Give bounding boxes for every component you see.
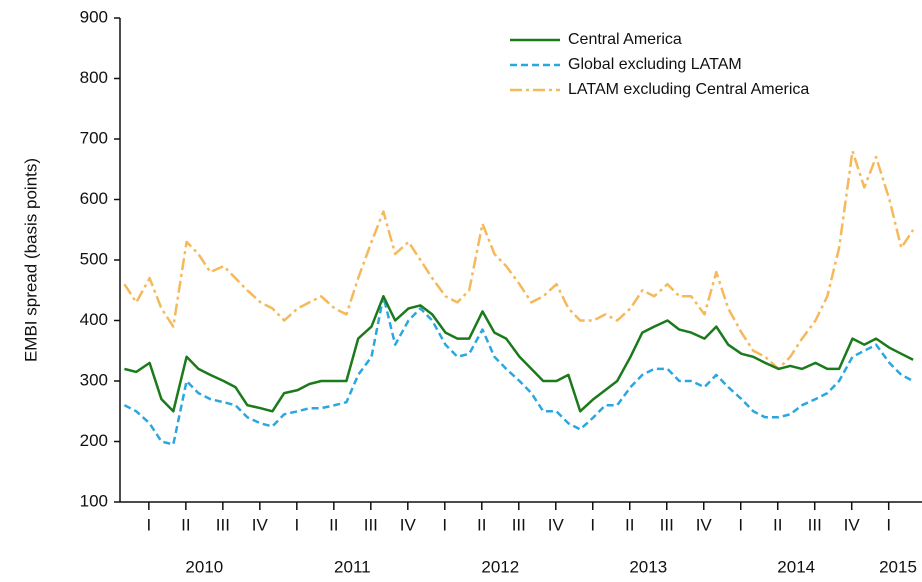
y-axis-label: EMBI spread (basis points) — [21, 158, 40, 362]
x-tick-label: II — [773, 515, 782, 534]
legend-label: LATAM excluding Central America — [568, 81, 809, 98]
series-line — [123, 295, 914, 446]
x-tick-label: III — [512, 515, 526, 534]
year-label: 2015 — [879, 557, 917, 576]
y-tick-label: 100 — [80, 491, 108, 510]
series-line — [124, 295, 914, 413]
x-tick-label: I — [886, 515, 891, 534]
x-tick-label: II — [181, 515, 190, 534]
x-tick-label: II — [921, 515, 922, 534]
year-label: 2013 — [629, 557, 667, 576]
x-tick-label: II — [477, 515, 486, 534]
x-tick-label: I — [738, 515, 743, 534]
x-tick-label: III — [364, 515, 378, 534]
y-tick-label: 200 — [80, 431, 108, 450]
year-label: 2012 — [481, 557, 519, 576]
x-tick-label: IV — [548, 515, 565, 534]
x-tick-label: II — [329, 515, 338, 534]
year-label: 2014 — [777, 557, 815, 576]
x-tick-label: III — [216, 515, 230, 534]
x-tick-label: I — [294, 515, 299, 534]
year-label: 2011 — [334, 557, 371, 576]
x-tick-label: I — [146, 515, 151, 534]
y-tick-label: 600 — [80, 189, 108, 208]
x-tick-label: IV — [696, 515, 713, 534]
legend-label: Global excluding LATAM — [568, 56, 742, 73]
series-line — [123, 149, 915, 371]
x-tick-label: III — [808, 515, 822, 534]
x-tick-label: I — [590, 515, 595, 534]
x-tick-label: II — [625, 515, 634, 534]
y-tick-label: 700 — [80, 128, 108, 147]
y-tick-label: 500 — [80, 249, 108, 268]
year-label: 2010 — [185, 557, 223, 576]
x-tick-label: IV — [400, 515, 417, 534]
legend-label: Central America — [568, 31, 682, 48]
x-tick-label: IV — [844, 515, 861, 534]
x-tick-label: I — [442, 515, 447, 534]
y-tick-label: 800 — [80, 68, 108, 87]
x-tick-label: IV — [252, 515, 269, 534]
y-tick-label: 300 — [80, 370, 108, 389]
y-tick-label: 900 — [80, 7, 108, 26]
y-tick-label: 400 — [80, 310, 108, 329]
x-tick-label: III — [660, 515, 674, 534]
